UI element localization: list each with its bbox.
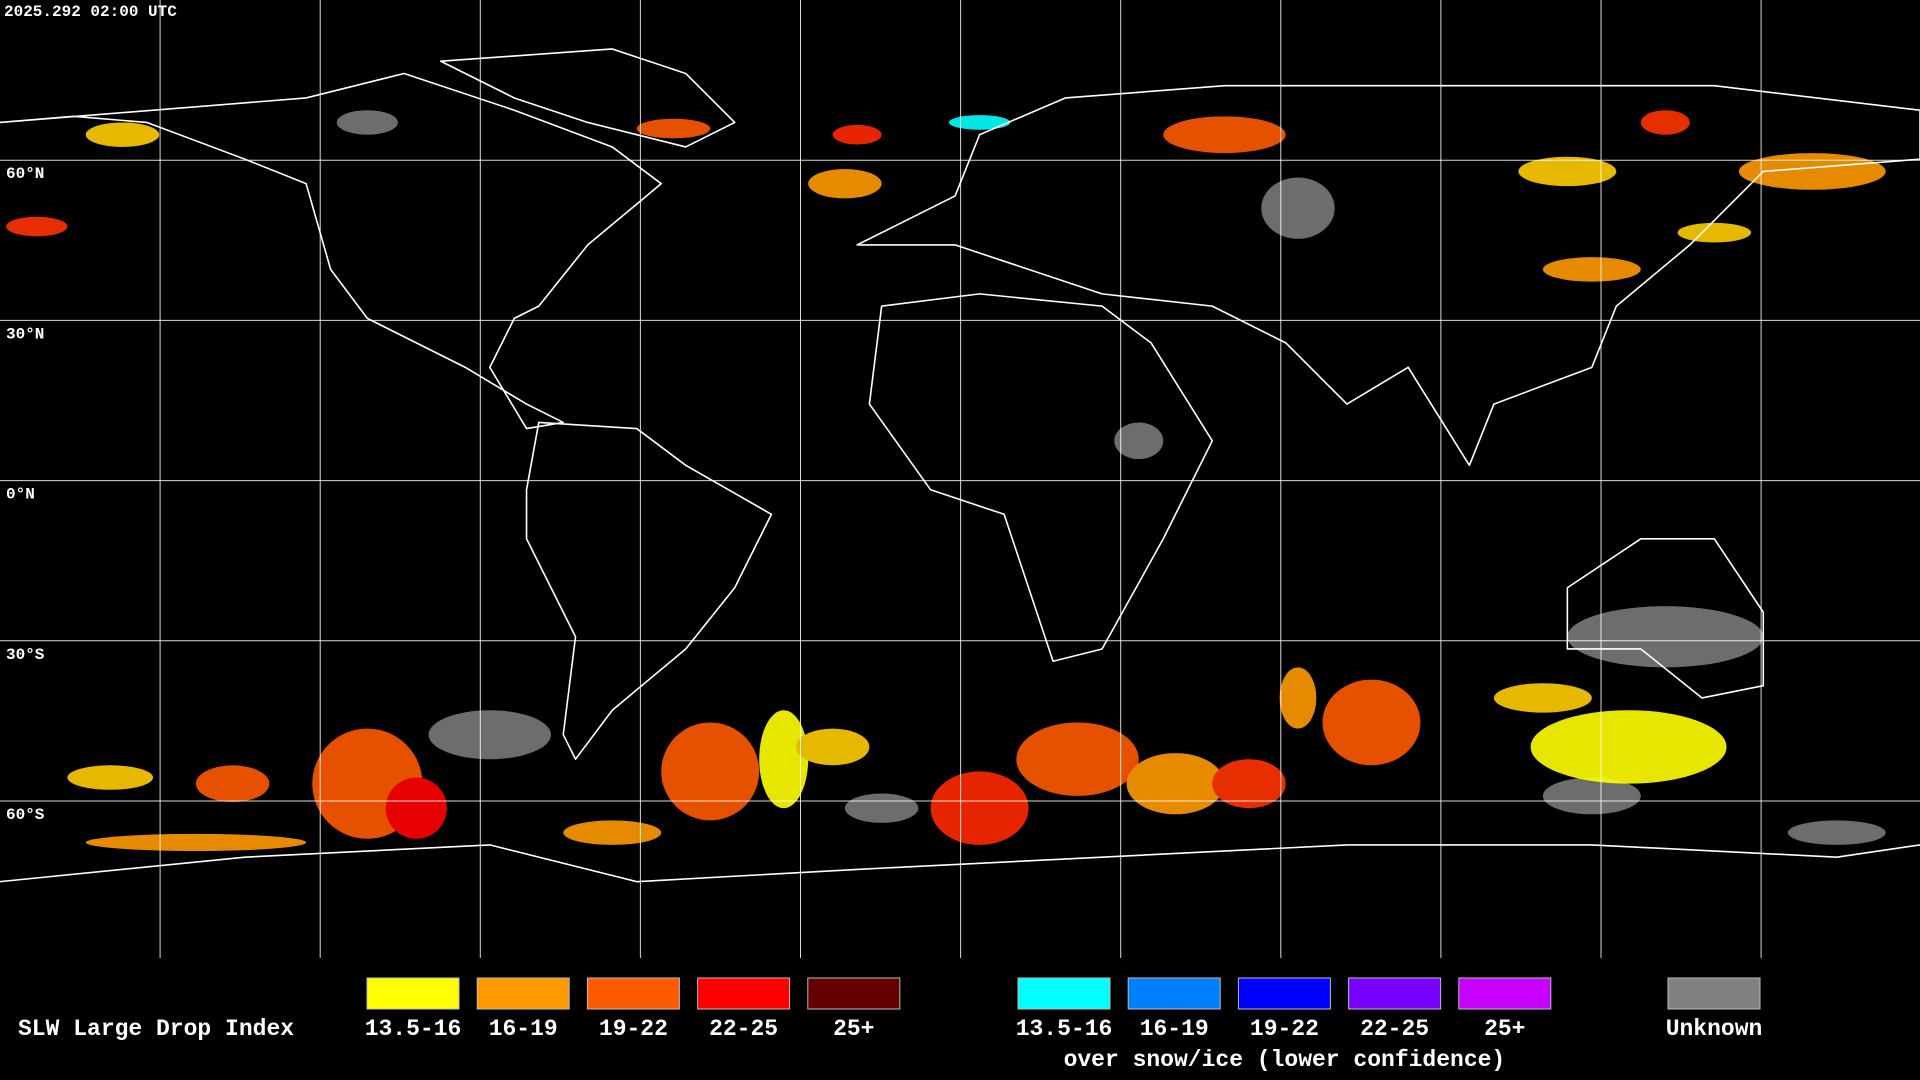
eurasia <box>857 86 1920 466</box>
cloud-field <box>6 110 1886 852</box>
graticule <box>0 0 1920 958</box>
legend-swatch <box>476 977 570 1010</box>
legend: 13.5-16 16-19 19-22 22-25 25+ 13.5-16 16-19 19-… <box>365 977 1763 1073</box>
latitude-label: 0°N <box>6 486 35 504</box>
australia <box>1567 539 1763 698</box>
legend-label: 25+ <box>833 1016 874 1042</box>
legend-label: 25+ <box>1484 1016 1525 1042</box>
latitude-label: 60°N <box>6 165 44 183</box>
legend-title: SLW Large Drop Index <box>18 1016 294 1042</box>
legend-swatch <box>366 977 460 1010</box>
legend-swatch <box>807 977 901 1010</box>
legend-label: 16-19 <box>1140 1016 1209 1042</box>
latitude-label: 60°S <box>6 806 45 824</box>
legend-swatch <box>1348 977 1442 1010</box>
legend-swatch <box>697 977 791 1010</box>
legend-swatch <box>1667 977 1761 1010</box>
coastlines <box>0 49 1920 882</box>
legend-label: 19-22 <box>599 1016 668 1042</box>
legend-label: 13.5-16 <box>1016 1016 1113 1042</box>
south-america <box>527 422 772 759</box>
timestamp: 2025.292 02:00 UTC <box>4 3 177 21</box>
legend-label: 22-25 <box>1360 1016 1429 1042</box>
legend-swatch <box>1127 977 1221 1010</box>
legend-background <box>0 958 1920 1080</box>
antarctica <box>0 845 1920 882</box>
latitude-labels: 60°N 30°N 0°N 30°S 60°S <box>6 165 45 824</box>
large-drop-areas <box>6 110 1886 852</box>
latitude-label: 30°S <box>6 646 45 664</box>
unknown-areas <box>336 110 1886 845</box>
legend-label: 22-25 <box>709 1016 778 1042</box>
legend-caption: over snow/ice (lower confidence) <box>1064 1047 1506 1073</box>
legend-label: 16-19 <box>489 1016 558 1042</box>
legend-swatch <box>1017 977 1111 1010</box>
legend-label: 19-22 <box>1250 1016 1319 1042</box>
legend-swatch <box>586 977 680 1010</box>
legend-swatch <box>1237 977 1331 1010</box>
legend-swatch <box>1458 977 1552 1010</box>
latitude-label: 30°N <box>6 325 44 343</box>
africa <box>869 294 1212 661</box>
greenland <box>441 49 735 147</box>
north-america <box>0 73 661 428</box>
legend-label: Unknown <box>1666 1016 1763 1042</box>
legend-label: 13.5-16 <box>365 1016 462 1042</box>
